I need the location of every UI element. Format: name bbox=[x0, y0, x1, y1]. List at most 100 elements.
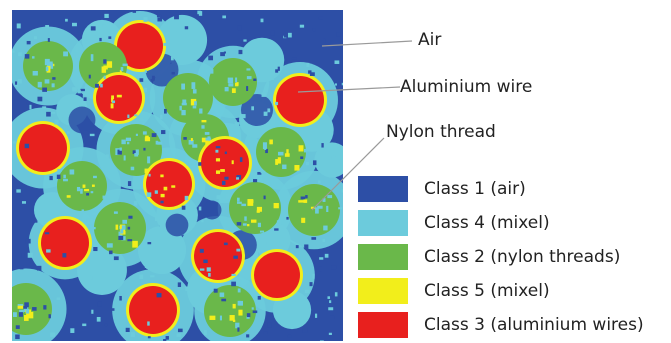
nylon-speck-22-3 bbox=[238, 309, 243, 316]
nylon-speck-14-8 bbox=[251, 219, 257, 223]
noise-speck-271 bbox=[331, 155, 336, 160]
noise-speck-181 bbox=[190, 51, 195, 55]
nylon-speck-15-4 bbox=[323, 225, 328, 231]
mixel-patch-13 bbox=[272, 290, 312, 330]
nylon-speck-5-4 bbox=[246, 68, 251, 71]
noise-speck-211 bbox=[32, 307, 37, 311]
nylon-speck-11-2 bbox=[275, 159, 278, 165]
noise-speck-230 bbox=[336, 32, 341, 37]
noise-speck-30 bbox=[251, 106, 254, 111]
noise-speck-68 bbox=[103, 75, 106, 80]
nylon-thread-22 bbox=[204, 285, 256, 337]
noise-speck-241 bbox=[139, 78, 144, 82]
noise-speck-126 bbox=[45, 66, 49, 72]
noise-speck-117 bbox=[263, 111, 268, 116]
noise-speck-161 bbox=[144, 264, 148, 268]
noise-speck-169 bbox=[324, 253, 329, 258]
noise-speck-11 bbox=[305, 310, 310, 314]
noise-speck-292 bbox=[170, 56, 174, 61]
mixel-patch-1 bbox=[156, 14, 208, 66]
nylon-speck-5-7 bbox=[228, 83, 234, 87]
noise-speck-233 bbox=[311, 237, 317, 240]
noise-speck-44 bbox=[201, 125, 205, 129]
noise-speck-208 bbox=[186, 161, 189, 166]
noise-speck-269 bbox=[121, 225, 126, 230]
noise-speck-46 bbox=[304, 289, 310, 294]
nylon-thread-callout: Nylon thread bbox=[386, 122, 496, 142]
noise-speck-256 bbox=[96, 316, 101, 322]
nylon-speck-8-3 bbox=[142, 131, 147, 135]
noise-speck-203 bbox=[174, 14, 179, 20]
noise-speck-273 bbox=[241, 114, 246, 119]
legend-swatch-class-2 bbox=[358, 244, 408, 270]
noise-speck-113 bbox=[154, 216, 160, 222]
noise-speck-59 bbox=[206, 267, 211, 272]
noise-speck-14 bbox=[89, 133, 95, 137]
noise-speck-299 bbox=[70, 328, 75, 333]
noise-speck-130 bbox=[18, 312, 23, 317]
noise-speck-35 bbox=[75, 54, 79, 59]
noise-speck-138 bbox=[330, 315, 335, 320]
noise-speck-263 bbox=[216, 195, 221, 200]
nylon-speck-16-0 bbox=[132, 240, 138, 248]
noise-speck-295 bbox=[104, 13, 109, 18]
nylon-speck-11-5 bbox=[269, 139, 273, 145]
noise-speck-261 bbox=[275, 101, 279, 106]
noise-speck-267 bbox=[119, 147, 122, 151]
noise-speck-316 bbox=[86, 193, 90, 196]
noise-speck-64 bbox=[177, 282, 182, 287]
noise-speck-91 bbox=[322, 198, 326, 202]
noise-speck-128 bbox=[16, 189, 21, 193]
noise-speck-129 bbox=[34, 220, 38, 223]
air-gap-5 bbox=[202, 200, 222, 220]
wire-speck-1-1 bbox=[231, 160, 234, 165]
noise-speck-22 bbox=[143, 87, 148, 93]
noise-speck-152 bbox=[323, 38, 326, 43]
noise-speck-2 bbox=[317, 180, 321, 184]
wire-speck-0-1 bbox=[160, 174, 164, 178]
noise-speck-300 bbox=[115, 332, 119, 337]
nylon-speck-5-0 bbox=[227, 77, 234, 84]
legend-item-class-5: Class 5 (mixel) bbox=[358, 278, 668, 308]
noise-speck-4 bbox=[89, 310, 93, 315]
noise-speck-153 bbox=[236, 201, 242, 204]
noise-speck-32 bbox=[237, 327, 240, 332]
nylon-speck-16-1 bbox=[115, 224, 119, 230]
noise-speck-5 bbox=[221, 180, 226, 185]
noise-speck-158 bbox=[103, 59, 107, 64]
noise-speck-125 bbox=[165, 336, 169, 340]
noise-speck-134 bbox=[93, 246, 98, 252]
noise-speck-249 bbox=[176, 28, 179, 32]
noise-speck-223 bbox=[198, 11, 203, 16]
noise-speck-280 bbox=[319, 257, 324, 260]
nylon-speck-14-7 bbox=[251, 199, 254, 203]
noise-speck-166 bbox=[135, 133, 138, 136]
noise-speck-137 bbox=[130, 332, 135, 337]
noise-speck-216 bbox=[176, 333, 181, 337]
noise-speck-21 bbox=[265, 148, 268, 154]
noise-speck-51 bbox=[300, 196, 306, 200]
noise-speck-80 bbox=[261, 92, 267, 97]
noise-speck-197 bbox=[81, 326, 85, 330]
noise-speck-110 bbox=[199, 268, 205, 271]
nylon-speck-4-3 bbox=[192, 105, 197, 109]
noise-speck-15 bbox=[12, 312, 17, 317]
noise-speck-176 bbox=[42, 106, 47, 109]
noise-speck-237 bbox=[222, 15, 227, 19]
noise-speck-248 bbox=[127, 239, 133, 242]
noise-speck-17 bbox=[100, 83, 103, 88]
noise-speck-219 bbox=[90, 275, 93, 280]
noise-speck-86 bbox=[88, 74, 91, 79]
noise-speck-56 bbox=[82, 323, 87, 327]
nylon-speck-1-3 bbox=[32, 56, 35, 59]
noise-speck-171 bbox=[224, 176, 229, 180]
noise-speck-149 bbox=[305, 195, 308, 199]
noise-speck-97 bbox=[52, 77, 56, 80]
noise-speck-65 bbox=[252, 310, 258, 314]
noise-speck-277 bbox=[93, 226, 96, 230]
nylon-speck-12-1 bbox=[69, 169, 75, 175]
nylon-speck-8-6 bbox=[125, 137, 132, 142]
nylon-thread-15 bbox=[288, 184, 340, 236]
noise-speck-185 bbox=[161, 130, 166, 135]
noise-speck-39 bbox=[81, 209, 85, 212]
